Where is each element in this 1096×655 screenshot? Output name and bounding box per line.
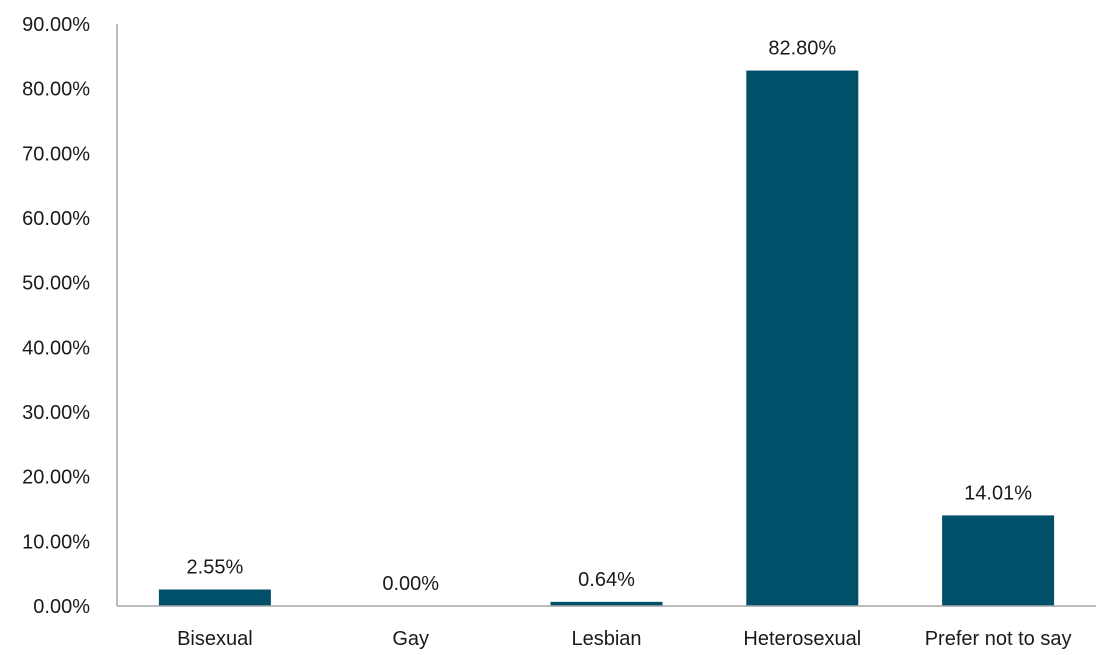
y-tick-label: 50.00% xyxy=(22,273,90,295)
data-label: 0.64% xyxy=(578,569,635,591)
bar-lesbian xyxy=(550,601,663,606)
x-category-label: Gay xyxy=(392,628,429,650)
x-category-label: Bisexual xyxy=(177,628,253,650)
y-tick-label: 80.00% xyxy=(22,79,90,101)
bar-heterosexual xyxy=(746,70,859,606)
y-tick-label: 20.00% xyxy=(22,467,90,489)
bar-bisexual xyxy=(158,589,271,606)
x-category-label: Prefer not to say xyxy=(925,628,1072,650)
y-tick-label: 60.00% xyxy=(22,208,90,230)
y-axis-ticks: 0.00% 10.00% 20.00% 30.00% 40.00% 50.00% 60.00… xyxy=(22,14,90,618)
y-tick-label: 30.00% xyxy=(22,402,90,424)
x-axis-labels: Bisexual Gay Lesbian Heterosexual Prefer not… xyxy=(177,628,1071,650)
data-label: 0.00% xyxy=(382,573,439,595)
y-tick-label: 70.00% xyxy=(22,143,90,165)
y-tick-label: 40.00% xyxy=(22,337,90,359)
data-label: 14.01% xyxy=(964,482,1032,504)
y-tick-label: 0.00% xyxy=(33,596,90,618)
data-label: 2.55% xyxy=(187,557,244,579)
data-label: 82.80% xyxy=(768,38,836,60)
x-category-label: Lesbian xyxy=(571,628,641,650)
y-tick-label: 90.00% xyxy=(22,14,90,36)
data-labels: 2.55% 0.00% 0.64% 82.80% 14.01% xyxy=(187,38,1033,595)
y-tick-label: 10.00% xyxy=(22,531,90,553)
bar-prefer-not-to-say xyxy=(942,515,1055,606)
bars xyxy=(158,70,1055,606)
x-category-label: Heterosexual xyxy=(743,628,861,650)
